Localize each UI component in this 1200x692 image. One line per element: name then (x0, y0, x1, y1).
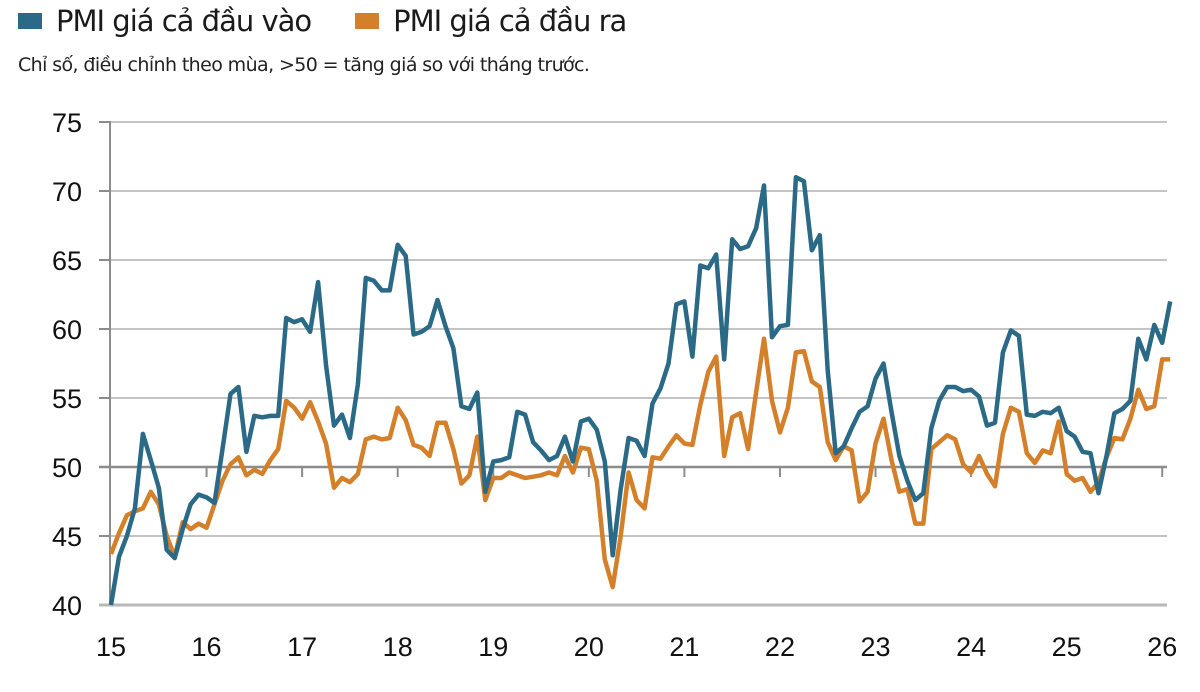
legend-item-output-prices: PMI giá cả đầu ra (355, 4, 627, 38)
y-tick-label: 45 (52, 522, 82, 552)
x-tick-label: 24 (956, 632, 986, 662)
legend-swatch-output (355, 13, 380, 29)
series-line-input-prices (108, 174, 1173, 606)
y-tick-label: 40 (52, 591, 82, 621)
x-tick-label: 15 (96, 632, 126, 662)
y-tick-label: 75 (52, 108, 82, 138)
x-tick-label: 18 (383, 632, 413, 662)
y-tick-label: 70 (52, 177, 82, 207)
x-axis: 15 16 17 18 19 20 21 22 23 24 25 26 (96, 467, 1177, 662)
y-tick-label: 65 (52, 246, 82, 276)
legend-label-output: PMI giá cả đầu ra (393, 4, 627, 38)
y-tick-label: 60 (52, 315, 82, 345)
x-tick-label: 17 (287, 632, 317, 662)
y-tick-label: 55 (52, 384, 82, 414)
y-tick-label: 50 (52, 453, 82, 483)
x-tick-label: 20 (574, 632, 604, 662)
gridlines (99, 121, 1167, 537)
y-axis: 40 45 50 55 60 65 70 75 (52, 108, 111, 621)
series-line-output-prices (108, 336, 1171, 590)
legend: PMI giá cả đầu vào PMI giá cả đầu ra (18, 4, 670, 38)
chart-subtitle: Chỉ số, điều chỉnh theo mùa, >50 = tăng … (18, 54, 590, 76)
x-tick-label: 16 (192, 632, 222, 662)
x-tick-label: 19 (478, 632, 508, 662)
legend-item-input-prices: PMI giá cả đầu vào (18, 4, 312, 38)
x-tick-label: 25 (1052, 632, 1082, 662)
x-tick-label: 22 (765, 632, 795, 662)
x-tick-label: 23 (861, 632, 891, 662)
x-tick-label: 26 (1147, 632, 1177, 662)
series-lines (108, 174, 1173, 606)
x-tick-label: 21 (669, 632, 699, 662)
legend-swatch-input (18, 13, 42, 29)
legend-label-input: PMI giá cả đầu vào (56, 4, 312, 38)
